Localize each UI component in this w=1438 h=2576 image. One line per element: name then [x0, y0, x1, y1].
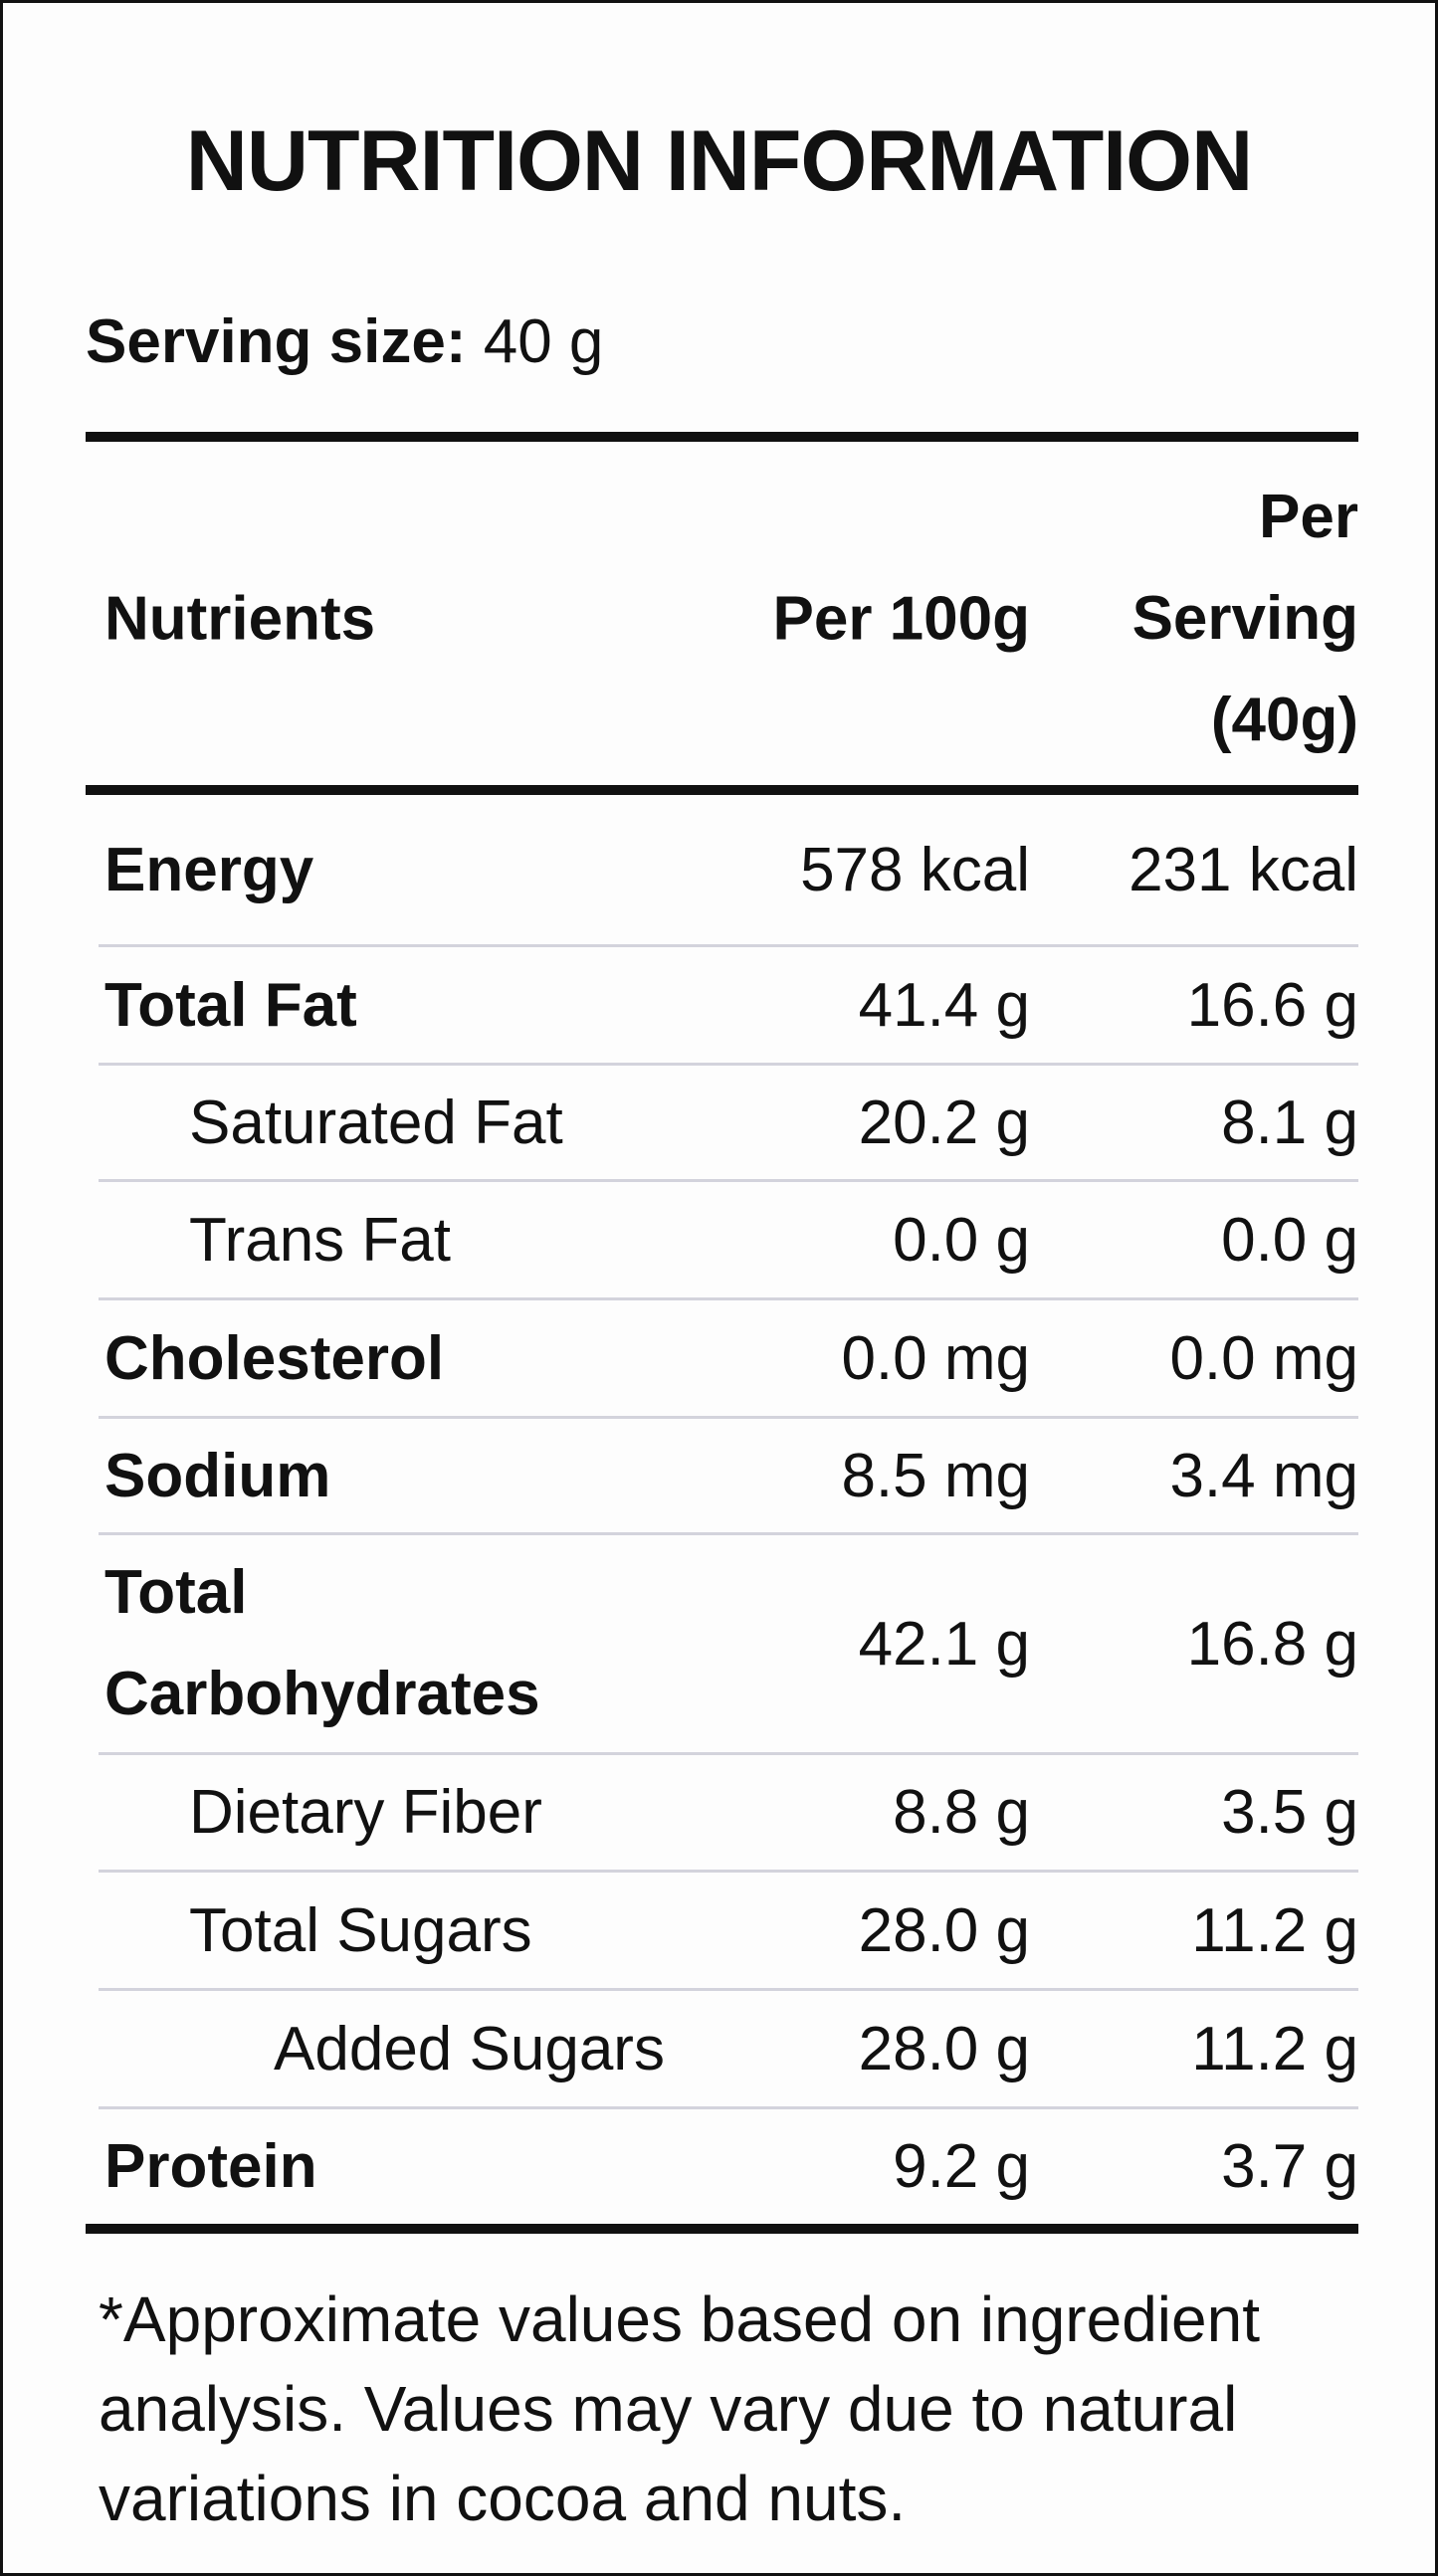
serving-size-value: 40 g	[483, 307, 604, 376]
per-serving-value: 231 kcal	[1129, 835, 1358, 904]
table-row: Energy 578 kcal 231 kcal	[99, 795, 1358, 947]
table-row: Total Fat 41.4 g 16.6 g	[99, 947, 1358, 1066]
title: NUTRITION INFORMATION	[185, 113, 1253, 209]
table-row: Dietary Fiber 8.8 g 3.5 g	[99, 1755, 1358, 1873]
per-100g-value: 8.5 mg	[841, 1441, 1030, 1510]
nutrient-name: Sodium	[104, 1441, 331, 1510]
per-serving-value: 11.2 g	[1191, 2014, 1358, 2083]
nutrient-name: Protein	[104, 2132, 317, 2201]
per-serving-value: 3.5 g	[1221, 1778, 1358, 1847]
divider	[86, 2224, 1358, 2234]
divider	[86, 432, 1358, 442]
per-serving-value: 8.1 g	[1221, 1088, 1358, 1157]
per-serving-value: 16.6 g	[1186, 970, 1358, 1040]
divider	[86, 785, 1358, 795]
serving-size: Serving size: 40 g	[86, 306, 603, 377]
per-100g-value: 0.0 g	[893, 1205, 1030, 1275]
table-header: Nutrients Per 100g Per Serving (40g)	[99, 447, 1358, 790]
per-100g-value: 578 kcal	[800, 835, 1030, 904]
table-row: Sodium 8.5 mg 3.4 mg	[99, 1419, 1358, 1535]
per-serving-value: 3.7 g	[1221, 2132, 1358, 2201]
per-100g-value: 8.8 g	[893, 1778, 1030, 1847]
per-serving-value: 0.0 mg	[1169, 1323, 1358, 1393]
nutrient-name: Saturated Fat	[189, 1088, 563, 1157]
table-row: Added Sugars 28.0 g 11.2 g	[99, 1991, 1358, 2109]
per-serving-value: 16.8 g	[1186, 1609, 1358, 1679]
nutrient-name: Energy	[104, 835, 314, 904]
per-serving-value: 3.4 mg	[1169, 1441, 1358, 1510]
per-100g-value: 42.1 g	[858, 1609, 1030, 1679]
per-100g-value: 28.0 g	[858, 1895, 1030, 1965]
footnote: *Approximate values based on ingredient …	[99, 2283, 1260, 2534]
table-row: Trans Fat 0.0 g 0.0 g	[99, 1182, 1358, 1300]
column-header: Nutrients	[104, 584, 376, 653]
table-row: Saturated Fat 20.2 g 8.1 g	[99, 1066, 1358, 1182]
table-row: Total Carbohydrates 42.1 g 16.8 g	[99, 1535, 1358, 1755]
per-100g-value: 28.0 g	[858, 2014, 1030, 2083]
nutrient-name: Trans Fat	[189, 1205, 451, 1275]
nutrient-name: Dietary Fiber	[189, 1778, 542, 1847]
column-header: Per 100g	[772, 584, 1030, 653]
column-header: Per Serving (40g)	[1131, 482, 1358, 754]
table-row: Protein 9.2 g 3.7 g	[99, 2109, 1358, 2224]
nutrient-name: Total Sugars	[189, 1895, 532, 1965]
nutrient-name: Total Fat	[104, 970, 357, 1040]
table-row: Cholesterol 0.0 mg 0.0 mg	[99, 1300, 1358, 1419]
nutrient-name: Cholesterol	[104, 1323, 445, 1393]
per-100g-value: 41.4 g	[858, 970, 1030, 1040]
serving-size-label: Serving size:	[86, 307, 467, 376]
per-100g-value: 20.2 g	[858, 1088, 1030, 1157]
table-row: Total Sugars 28.0 g 11.2 g	[99, 1873, 1358, 1991]
nutrient-name: Total Carbohydrates	[104, 1558, 540, 1728]
per-serving-value: 0.0 g	[1221, 1205, 1358, 1275]
per-serving-value: 11.2 g	[1191, 1895, 1358, 1965]
per-100g-value: 0.0 mg	[841, 1323, 1030, 1393]
nutrient-name: Added Sugars	[274, 2014, 665, 2083]
per-100g-value: 9.2 g	[893, 2132, 1030, 2201]
